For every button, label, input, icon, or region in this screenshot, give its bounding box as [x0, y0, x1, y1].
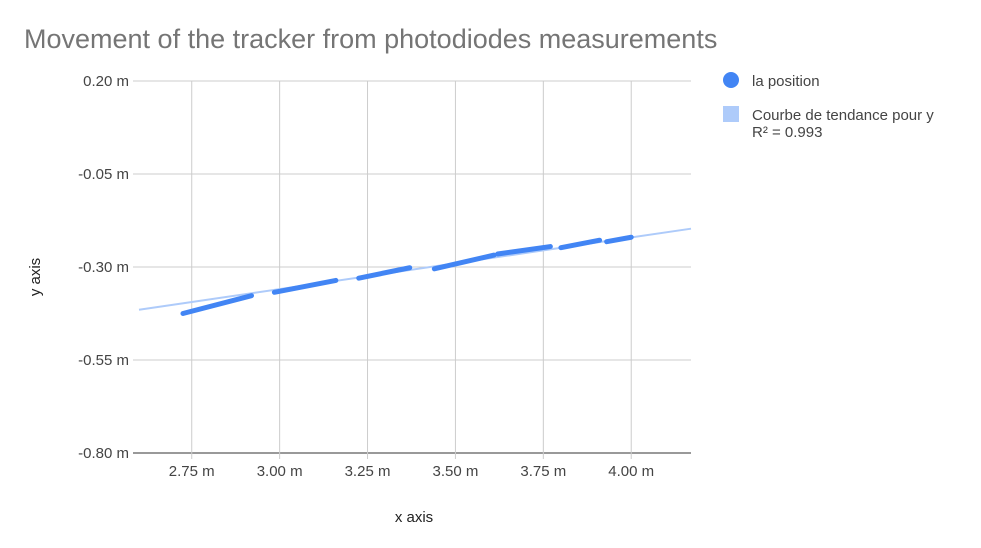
x-axis-title: x axis [395, 509, 433, 526]
y-tick-label: -0.05 m [78, 166, 129, 183]
chart-title: Movement of the tracker from photodiodes… [24, 24, 717, 54]
y-axis-title: y axis [27, 258, 44, 296]
grid [133, 80, 691, 459]
x-tick-label: 3.00 m [257, 463, 303, 480]
legend-marker-trendline [723, 106, 739, 122]
x-tick-label: 3.50 m [433, 463, 479, 480]
series-segment-la-position [495, 244, 553, 257]
x-tick-label: 3.25 m [345, 463, 391, 480]
series-segment-la-position [356, 265, 413, 281]
series-segment-la-position [604, 234, 634, 245]
legend: la position Courbe de tendance pour y R²… [723, 72, 934, 141]
x-tick-label: 4.00 m [608, 463, 654, 480]
x-tick-label: 2.75 m [169, 463, 215, 480]
y-tick-label: -0.80 m [78, 445, 129, 462]
y-tick-label: -0.55 m [78, 352, 129, 369]
legend-trendline-r2: R² = 0.993 [752, 124, 822, 141]
x-tick-label: 3.75 m [520, 463, 566, 480]
series-segment-la-position [180, 293, 255, 316]
series-segment-la-position [558, 237, 603, 251]
y-tick-label: -0.30 m [78, 259, 129, 276]
legend-label-la-position: la position [752, 73, 820, 90]
tick-labels: 0.20 m -0.05 m -0.30 m -0.55 m -0.80 m 2.75 m… [78, 73, 654, 480]
series-segment-la-position [431, 252, 497, 272]
series-segment-la-position [271, 277, 339, 295]
legend-label-trendline: Courbe de tendance pour y [752, 107, 934, 124]
y-tick-label: 0.20 m [83, 73, 129, 90]
legend-marker-la-position [723, 72, 739, 88]
series-layer [180, 234, 634, 316]
